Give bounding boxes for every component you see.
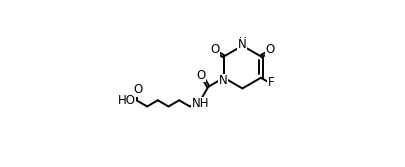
Text: H: H <box>238 37 246 47</box>
Text: O: O <box>134 83 143 96</box>
Text: O: O <box>209 43 219 56</box>
Text: NH: NH <box>191 97 209 110</box>
Text: F: F <box>267 76 273 89</box>
Text: N: N <box>237 38 246 51</box>
Text: HO: HO <box>117 94 135 107</box>
Text: O: O <box>196 69 205 82</box>
Text: O: O <box>265 43 274 56</box>
Text: N: N <box>218 74 227 87</box>
